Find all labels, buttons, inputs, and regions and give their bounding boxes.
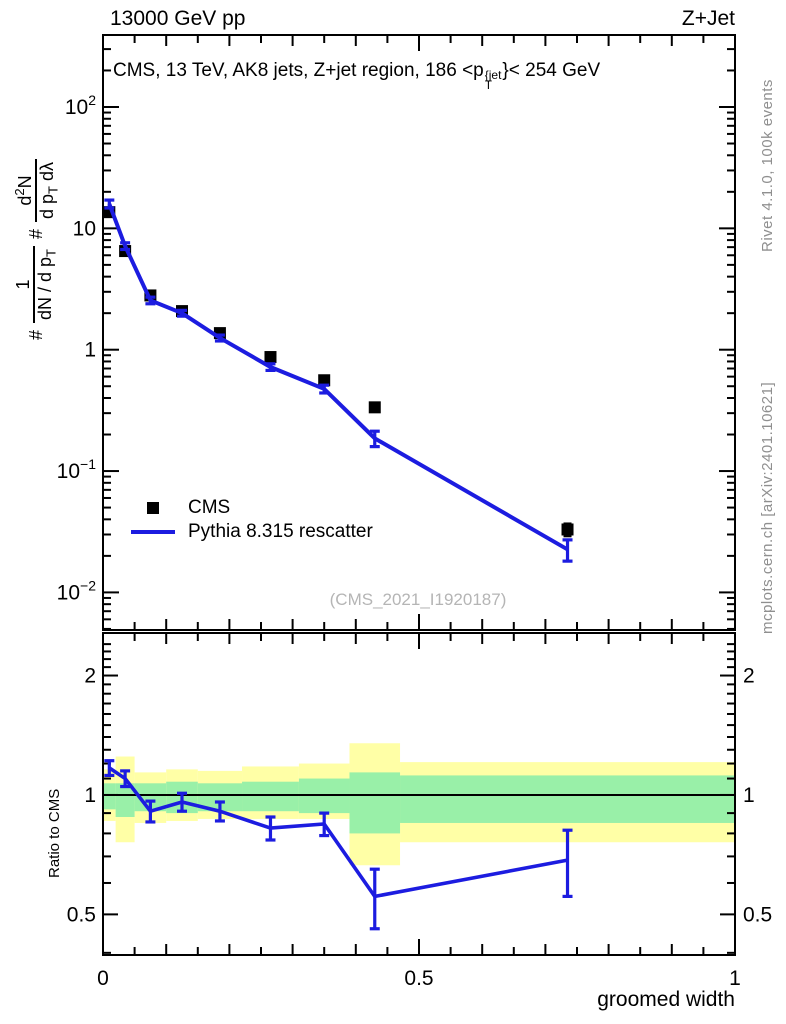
ratio-polyline <box>108 766 568 899</box>
ratio-y-axis-label: Ratio to CMS <box>46 788 63 878</box>
axis-ticks <box>102 35 736 955</box>
green-band-segment <box>349 772 401 834</box>
main-y-tick-label: 10−1 <box>57 456 97 483</box>
main-y-tick-label: 10 <box>73 217 96 240</box>
ratio-y-tick-label-right: 1 <box>743 784 755 807</box>
x-tick-label: 0.5 <box>404 967 433 990</box>
beam-energy-label: 13000 GeV pp <box>110 7 246 30</box>
cms-marker <box>318 374 331 387</box>
green-band-segment <box>400 775 735 823</box>
main-y-tick-label: 102 <box>65 92 96 119</box>
main-y-tick-label: 10−2 <box>57 577 97 604</box>
x-tick-label: 0 <box>97 967 109 990</box>
legend-item-pythia: Pythia 8.315 rescatter <box>130 520 373 544</box>
cms-marker <box>264 351 277 364</box>
cms-square-marker-icon <box>147 502 159 514</box>
pythia-line-marker-icon <box>131 530 175 534</box>
ratio-y-tick-label-right: 2 <box>743 665 755 688</box>
main-y-tick-label: 1 <box>84 339 96 362</box>
analysis-region-label: Z+Jet <box>681 7 735 30</box>
tick-labels: 102 10 1 10−1 10−2 2 2 1 1 0.5 0.5 0 0.5 1 <box>57 92 773 990</box>
legend-label-pythia: Pythia 8.315 rescatter <box>188 521 373 542</box>
panel-title: CMS, 13 TeV, AK8 jets, Z+jet region, 186… <box>113 60 601 92</box>
green-band-segment <box>103 783 116 810</box>
x-axis-label: groomed width <box>597 988 735 1011</box>
watermark: (CMS_2021_I1920187) <box>329 590 507 609</box>
green-band-segment <box>242 781 299 812</box>
ratio-y-tick-label-left: 1 <box>84 784 96 807</box>
cms-marker <box>561 523 574 536</box>
x-tick-label: 1 <box>729 967 741 990</box>
ratio-line <box>104 759 573 931</box>
ratio-y-tick-label-right: 0.5 <box>743 903 772 926</box>
pt-superscript-stack: {jet T <box>484 68 502 92</box>
pythia-polyline <box>107 203 569 552</box>
cms-data-points <box>103 206 574 538</box>
pythia-line <box>104 198 573 563</box>
legend: CMS Pythia 8.315 rescatter <box>130 496 373 544</box>
green-band-segment <box>115 783 135 817</box>
legend-item-cms: CMS <box>130 496 373 520</box>
ratio-y-tick-label-left: 0.5 <box>67 903 96 926</box>
rivet-version-note: Rivet 4.1.0, 100k events <box>759 79 776 252</box>
cms-marker <box>368 401 381 414</box>
legend-label-cms: CMS <box>188 497 231 518</box>
mcplots-arxiv-note: mcplots.cern.ch [arXiv:2401.10621] <box>759 381 776 634</box>
main-y-axis-label: # 1 dN / d pT # d2N d pT dλ <box>10 158 64 340</box>
ratio-y-tick-label-left: 2 <box>84 665 96 688</box>
